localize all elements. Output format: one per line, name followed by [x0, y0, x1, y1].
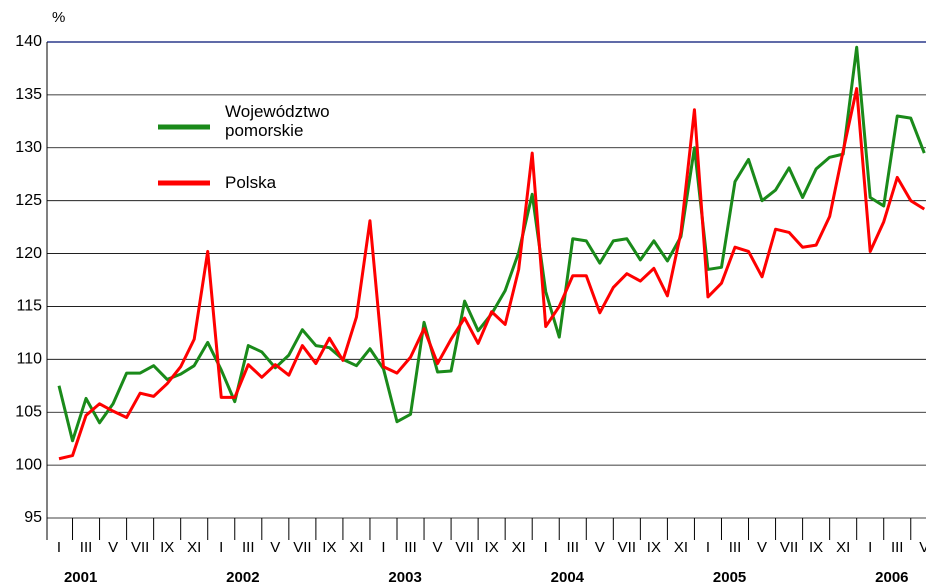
series-line: [58, 87, 926, 461]
year-label: 2006: [875, 569, 908, 585]
x-tick-label: VII: [780, 539, 798, 556]
legend-label: Polska: [225, 173, 277, 192]
x-tick-label: IX: [647, 539, 661, 556]
x-tick-label: I: [57, 539, 61, 556]
y-tick-label: 125: [15, 192, 42, 209]
x-tick-label: I: [544, 539, 548, 556]
x-tick-label: III: [567, 539, 580, 556]
y-tick-label: 95: [24, 509, 42, 526]
x-tick-label: XI: [187, 539, 201, 556]
x-tick-label: XI: [836, 539, 850, 556]
x-tick-label: I: [868, 539, 872, 556]
x-tick-label: V: [108, 539, 118, 556]
x-tick-label: I: [706, 539, 710, 556]
x-tick-label: IX: [160, 539, 174, 556]
x-tick-label: I: [219, 539, 223, 556]
x-tick-label: VII: [131, 539, 149, 556]
year-label: 2005: [713, 569, 746, 585]
x-tick-label: XI: [674, 539, 688, 556]
y-tick-label: 130: [15, 139, 42, 156]
legend-label: Województwo pomorskie: [225, 102, 330, 140]
x-tick-label: III: [404, 539, 417, 556]
x-tick-label: V: [270, 539, 280, 556]
y-tick-label: 140: [15, 33, 42, 50]
y-tick-label: 135: [15, 86, 42, 103]
y-tick-label: 105: [15, 403, 42, 420]
x-tick-label: VII: [293, 539, 311, 556]
x-tick-label: III: [80, 539, 93, 556]
y-tick-label: 120: [15, 245, 42, 262]
x-tick-label: V: [433, 539, 443, 556]
x-tick-label: V: [919, 539, 926, 556]
x-tick-label: VII: [618, 539, 636, 556]
x-tick-label: IX: [485, 539, 499, 556]
y-axis-label: %: [52, 9, 65, 26]
series-line: [57, 45, 926, 443]
y-tick-label: 115: [16, 298, 42, 315]
year-label: 2003: [388, 569, 421, 585]
x-tick-label: V: [595, 539, 605, 556]
year-label: 2002: [226, 569, 259, 585]
x-tick-label: VII: [455, 539, 473, 556]
x-tick-label: IX: [809, 539, 823, 556]
x-tick-label: V: [757, 539, 767, 556]
x-tick-label: III: [242, 539, 255, 556]
x-tick-label: I: [381, 539, 385, 556]
x-tick-label: III: [891, 539, 904, 556]
x-tick-label: XI: [512, 539, 526, 556]
y-tick-label: 110: [16, 351, 42, 368]
year-label: 2001: [64, 569, 97, 585]
y-tick-label: 100: [15, 456, 42, 473]
x-tick-label: XI: [349, 539, 363, 556]
x-tick-label: IX: [322, 539, 336, 556]
year-label: 2004: [551, 569, 585, 585]
x-tick-label: III: [729, 539, 742, 556]
